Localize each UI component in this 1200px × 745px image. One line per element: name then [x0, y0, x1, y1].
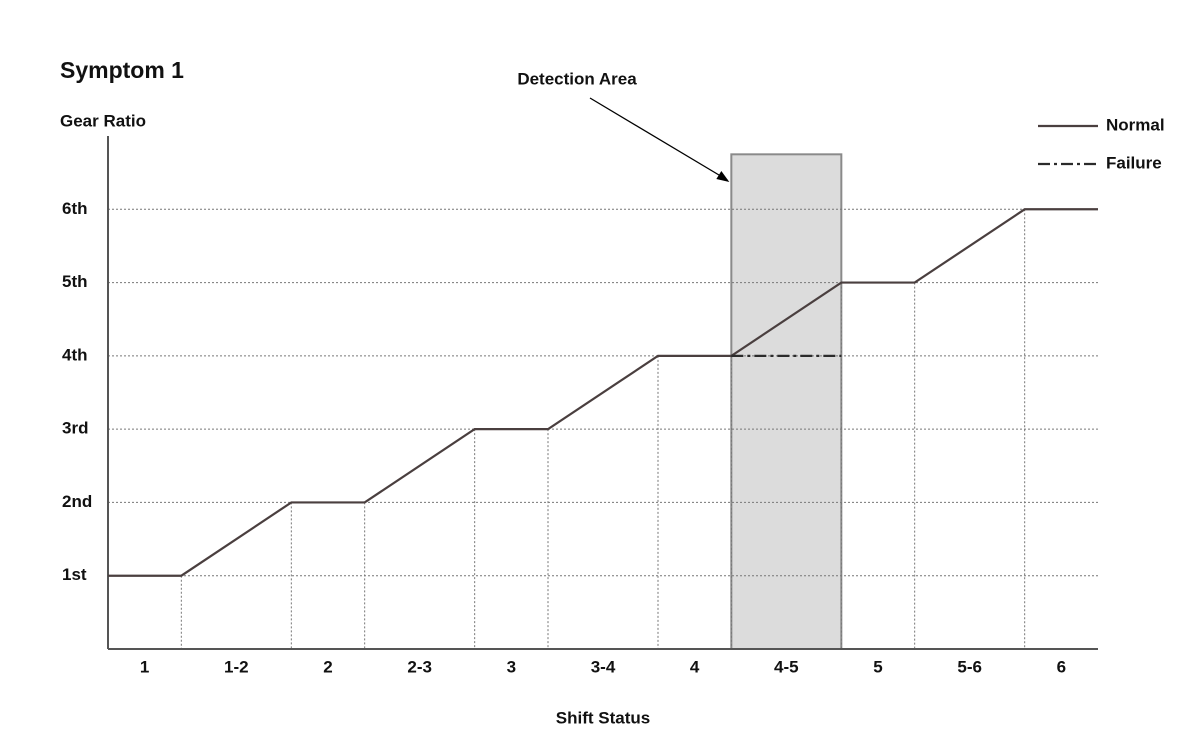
x-tick-label: 2-3 [407, 657, 432, 676]
x-tick-label: 4-5 [774, 657, 799, 676]
legend-label: Normal [1106, 115, 1165, 134]
x-tick-label: 4 [690, 657, 700, 676]
x-tick-label: 3 [507, 657, 516, 676]
y-tick-label: 6th [62, 199, 88, 218]
annotation-label: Detection Area [517, 69, 637, 88]
series-line [108, 208, 1098, 577]
y-axis-label: Gear Ratio [60, 111, 146, 130]
x-tick-label: 1-2 [224, 657, 249, 676]
detection-area [730, 153, 843, 650]
x-tick-label: 2 [323, 657, 332, 676]
y-tick-label: 5th [62, 272, 88, 291]
y-tick-label: 4th [62, 345, 88, 364]
x-tick-label: 5 [873, 657, 882, 676]
annotation-arrow [589, 97, 728, 181]
x-axis-label: Shift Status [556, 708, 650, 727]
chart-title: Symptom 1 [60, 57, 184, 83]
x-tick-label: 1 [140, 657, 149, 676]
arrow-head [716, 171, 730, 182]
x-tick-label: 6 [1057, 657, 1066, 676]
x-tick-label: 3-4 [591, 657, 616, 676]
legend-label: Failure [1106, 153, 1162, 172]
y-tick-label: 3rd [62, 419, 88, 438]
y-tick-label: 1st [62, 565, 87, 584]
x-tick-label: 5-6 [957, 657, 982, 676]
y-tick-label: 2nd [62, 492, 92, 511]
